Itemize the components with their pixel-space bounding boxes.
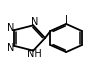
Text: N: N — [7, 43, 14, 53]
Text: I: I — [65, 15, 68, 25]
Text: N: N — [7, 23, 14, 33]
Text: N: N — [31, 17, 38, 27]
Text: NH: NH — [27, 49, 42, 59]
